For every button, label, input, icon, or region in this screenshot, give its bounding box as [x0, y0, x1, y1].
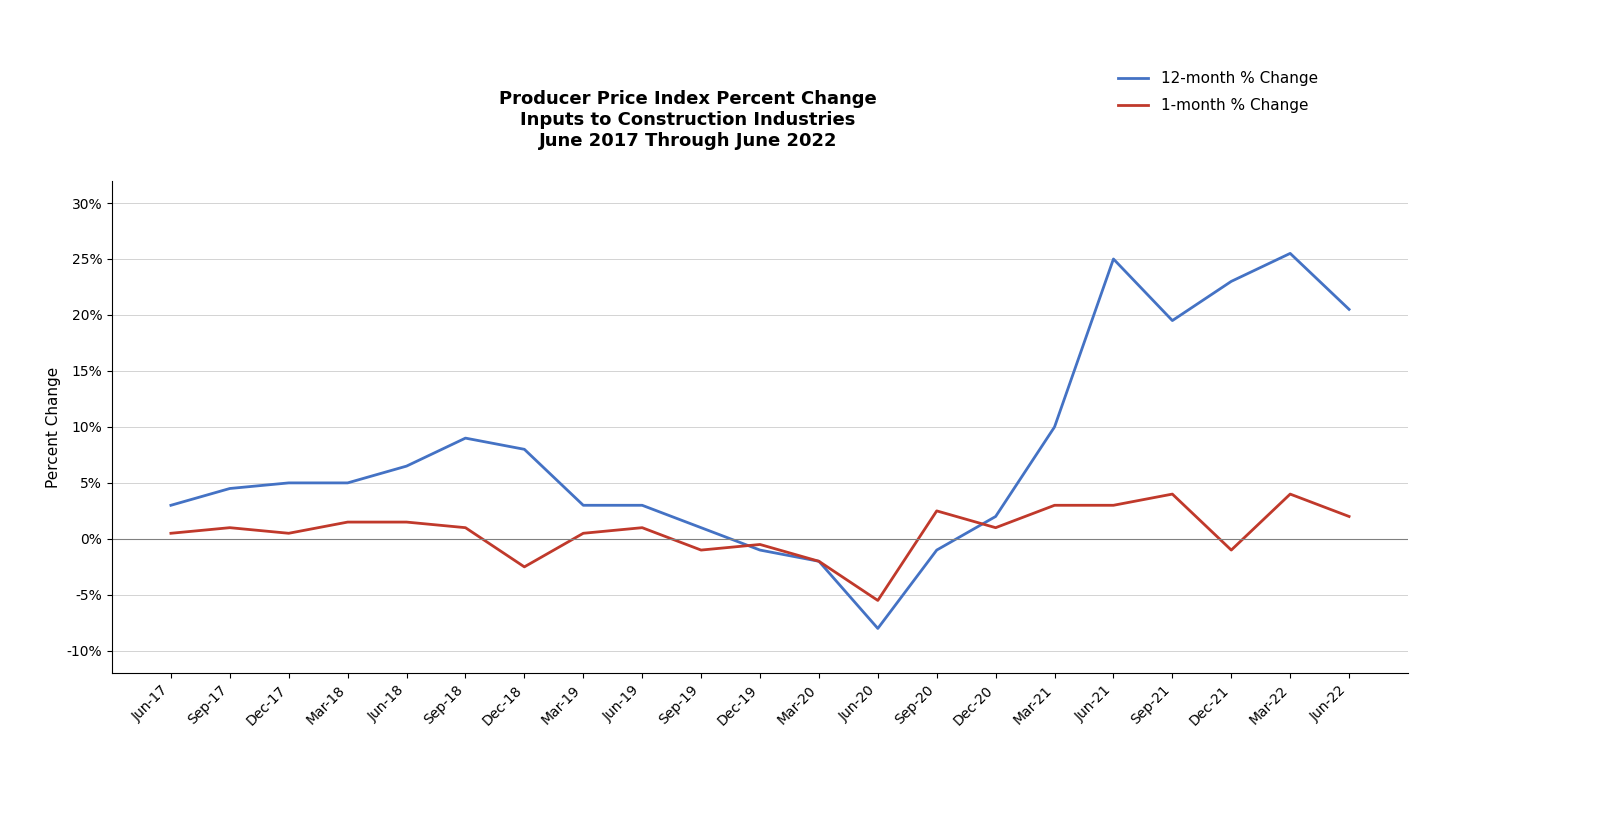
1-month % Change — [810, 557, 829, 566]
1-month % Change — [515, 562, 534, 571]
1-month % Change — [1222, 545, 1242, 555]
1-month % Change — [397, 517, 416, 527]
12-month % Change — [278, 478, 298, 488]
Legend: 12-month % Change, 1-month % Change: 12-month % Change, 1-month % Change — [1112, 65, 1323, 120]
1-month % Change — [1045, 500, 1064, 510]
12-month % Change — [221, 484, 240, 493]
1-month % Change — [632, 523, 651, 533]
12-month % Change — [869, 623, 888, 633]
12-month % Change — [1045, 422, 1064, 432]
Line: 1-month % Change: 1-month % Change — [171, 494, 1349, 600]
12-month % Change — [397, 461, 416, 471]
12-month % Change — [810, 557, 829, 566]
12-month % Change — [1163, 315, 1182, 325]
1-month % Change — [1104, 500, 1123, 510]
1-month % Change — [574, 529, 594, 539]
1-month % Change — [221, 523, 240, 533]
12-month % Change — [574, 500, 594, 510]
1-month % Change — [338, 517, 357, 527]
12-month % Change — [1104, 254, 1123, 264]
1-month % Change — [986, 523, 1005, 533]
12-month % Change — [338, 478, 357, 488]
12-month % Change — [632, 500, 651, 510]
1-month % Change — [456, 523, 475, 533]
12-month % Change — [1339, 305, 1358, 314]
1-month % Change — [278, 529, 298, 539]
12-month % Change — [1222, 277, 1242, 287]
Line: 12-month % Change: 12-month % Change — [171, 254, 1349, 628]
1-month % Change — [162, 529, 181, 539]
1-month % Change — [1280, 489, 1299, 499]
1-month % Change — [1339, 511, 1358, 521]
12-month % Change — [986, 511, 1005, 521]
1-month % Change — [750, 539, 770, 549]
Text: Producer Price Index Percent Change
Inputs to Construction Industries
June 2017 : Producer Price Index Percent Change Inpu… — [499, 90, 877, 150]
1-month % Change — [1163, 489, 1182, 499]
12-month % Change — [750, 545, 770, 555]
Y-axis label: Percent Change: Percent Change — [46, 366, 61, 488]
12-month % Change — [456, 433, 475, 443]
12-month % Change — [1280, 249, 1299, 259]
1-month % Change — [691, 545, 710, 555]
12-month % Change — [515, 444, 534, 454]
12-month % Change — [926, 545, 946, 555]
1-month % Change — [926, 506, 946, 516]
12-month % Change — [162, 500, 181, 510]
1-month % Change — [869, 595, 888, 605]
12-month % Change — [691, 523, 710, 533]
